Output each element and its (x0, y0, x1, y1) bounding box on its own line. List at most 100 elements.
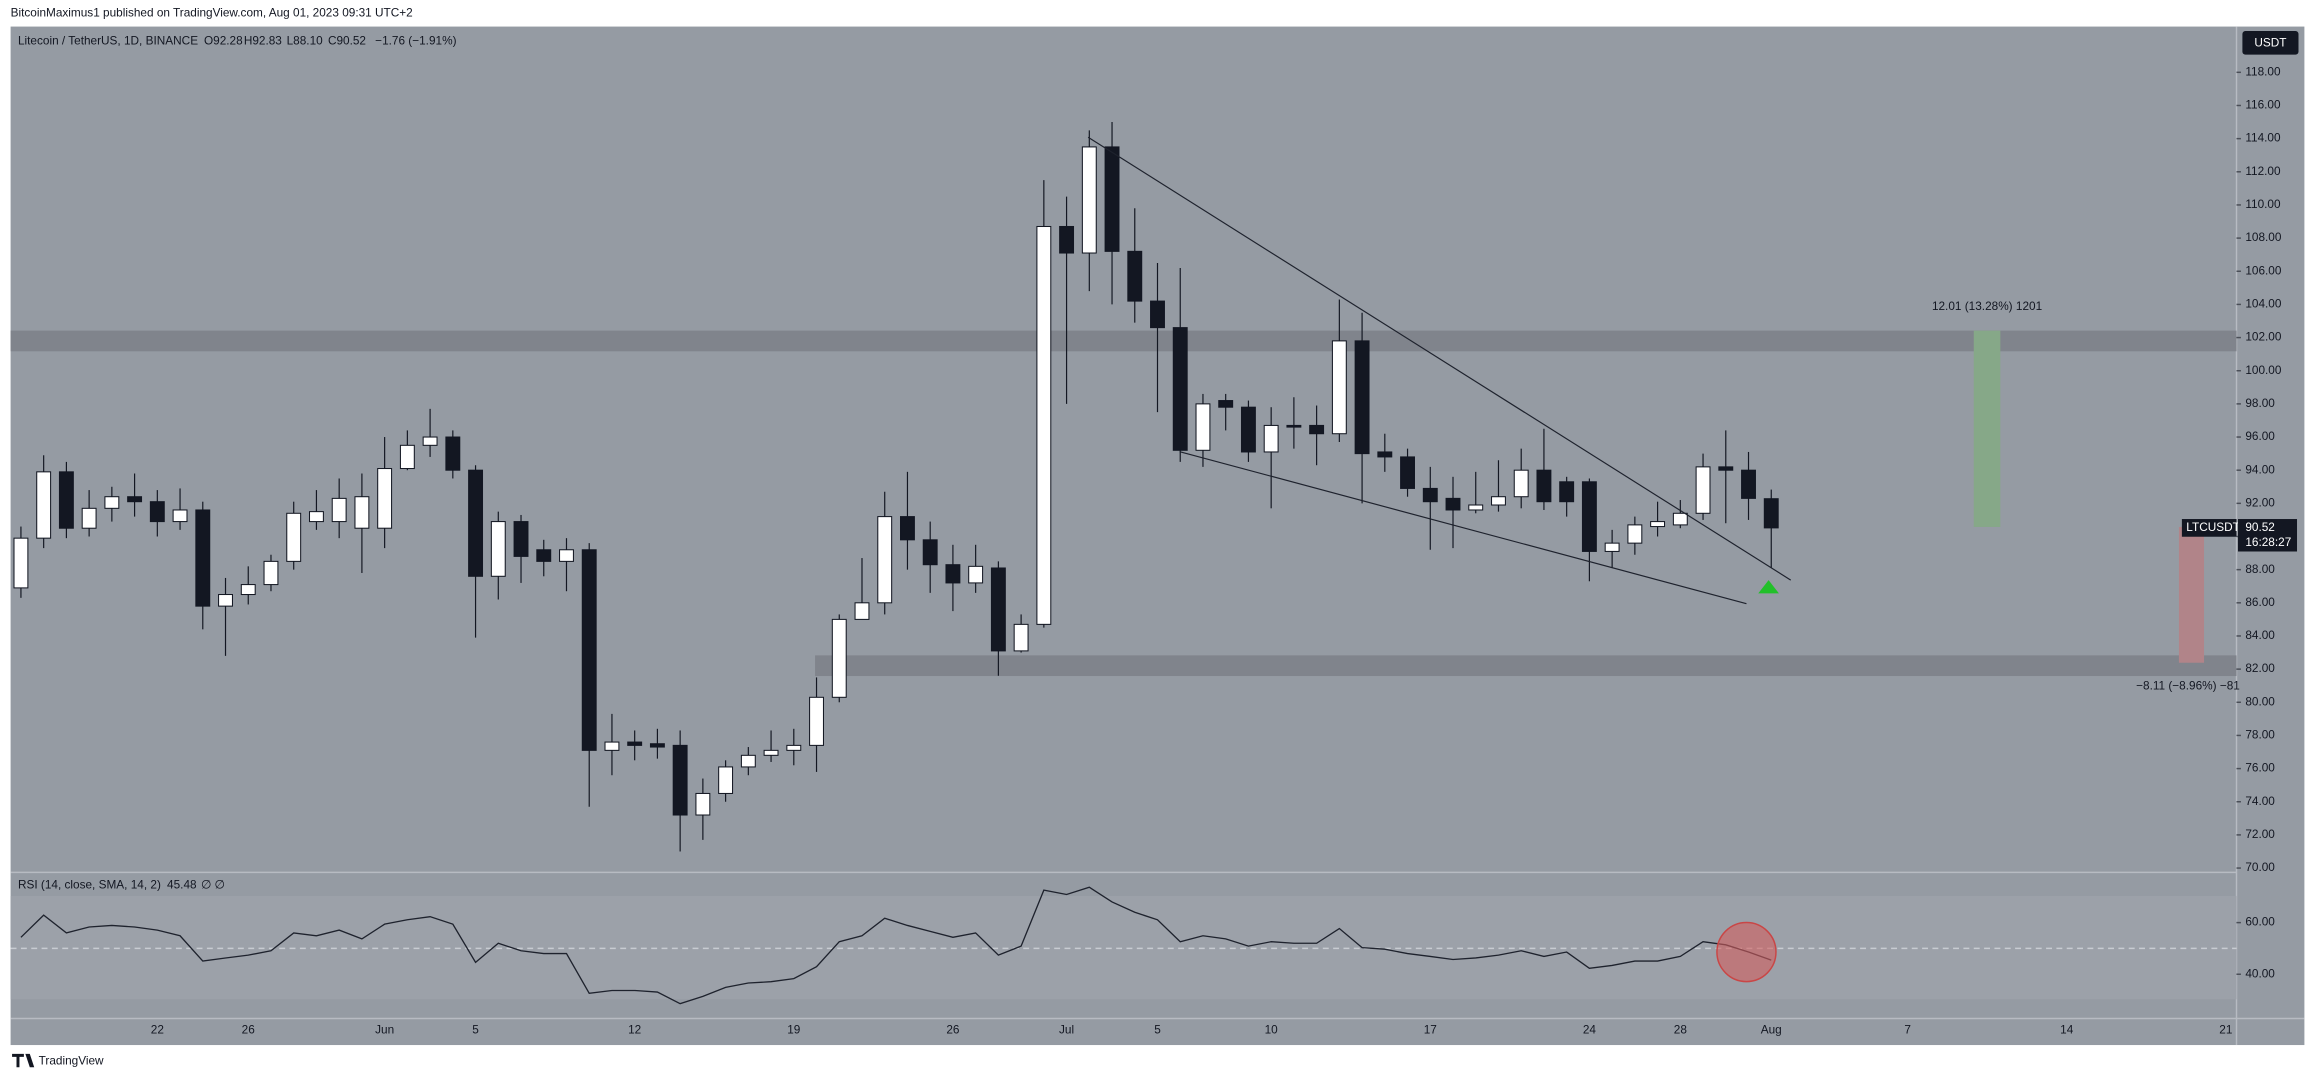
candle-body (536, 549, 552, 562)
candle-body (513, 521, 529, 557)
rsi-tick-label: 60.00 (2245, 915, 2275, 929)
rsi-tick-label: 40.00 (2245, 966, 2275, 980)
ohlc-close: C90.52 (328, 33, 366, 47)
y-tick-label: 118.00 (2245, 64, 2281, 78)
currency-label: USDT (2254, 36, 2286, 50)
y-tick-label: 114.00 (2245, 131, 2281, 145)
target-label: 12.01 (13.28%) 1201 (1932, 299, 2042, 313)
candle-body (763, 749, 779, 756)
buy-arrow (1758, 580, 1779, 594)
candle-body (672, 744, 688, 816)
x-tick-label: 24 (1583, 1022, 1597, 1036)
candle-body (786, 744, 802, 751)
candle-body (649, 743, 665, 748)
y-tick-label: 110.00 (2245, 197, 2281, 211)
candle-body (354, 496, 370, 529)
chart-title: Litecoin / TetherUS, 1D, BINANCE (18, 33, 198, 47)
candle-body (1354, 340, 1370, 455)
candle-body (81, 507, 97, 529)
y-tick-label: 106.00 (2245, 263, 2282, 277)
lower-trendline (1179, 451, 1747, 605)
x-tick-label: 7 (1904, 1022, 1911, 1036)
candle-body (1081, 146, 1097, 254)
candle-body (1036, 225, 1052, 625)
footer-logo-text: TradingView (39, 1053, 104, 1067)
x-tick-label: 22 (151, 1022, 164, 1036)
candle-body (831, 618, 847, 698)
candle-body (1377, 451, 1393, 458)
candle-body (922, 539, 938, 566)
upper-trendline (1087, 136, 1792, 581)
x-tick-label: 5 (1154, 1022, 1161, 1036)
x-tick-label: 26 (242, 1022, 256, 1036)
candle-body (1218, 400, 1234, 408)
y-tick-label: 80.00 (2245, 694, 2275, 708)
candle-body (968, 565, 984, 584)
candle-body (1240, 406, 1256, 453)
candle-body (1127, 250, 1143, 302)
x-tick-label: 12 (628, 1022, 641, 1036)
x-tick-label: 28 (1674, 1022, 1688, 1036)
ohlc-low: L88.10 (287, 33, 324, 47)
y-tick-label: 72.00 (2245, 827, 2275, 841)
y-tick-label: 102.00 (2245, 330, 2282, 344)
candle-body (172, 509, 188, 523)
candle-body (58, 471, 74, 529)
candle-body (1400, 456, 1415, 489)
candle-body (1013, 623, 1029, 652)
candle-body (127, 496, 143, 503)
candle-body (1763, 498, 1779, 529)
target-box (1973, 330, 2001, 527)
candle-body (990, 567, 1006, 652)
candle-body (218, 594, 233, 607)
candle-body (490, 521, 506, 577)
candle-body (740, 754, 756, 768)
x-tick-label: 17 (1424, 1022, 1437, 1036)
candle-body (581, 549, 597, 751)
rsi-line (20, 886, 1772, 1005)
candle-body (445, 436, 461, 471)
y-tick-label: 92.00 (2245, 495, 2275, 509)
candle-body (104, 496, 120, 509)
candle-body (286, 512, 302, 562)
candle-body (308, 511, 324, 523)
candle-body (240, 584, 256, 596)
rsi-value: 45.48 (167, 878, 197, 892)
chart-bg (10, 26, 2305, 1046)
y-tick-label: 70.00 (2245, 860, 2275, 874)
candle-body (1104, 146, 1120, 252)
candle-body (1536, 469, 1552, 503)
candle-body (1672, 512, 1688, 526)
candle-body (1559, 481, 1575, 503)
y-tick-label: 98.00 (2245, 396, 2275, 410)
candle-body (468, 469, 484, 577)
candle-body (377, 468, 393, 529)
candle-body (399, 444, 415, 470)
candle-body (877, 516, 893, 604)
x-tick-label: 26 (946, 1022, 960, 1036)
y-tick-label: 74.00 (2245, 794, 2275, 808)
candle-body (331, 497, 347, 523)
x-tick-label: 10 (1265, 1022, 1279, 1036)
x-tick-label: 14 (2060, 1022, 2074, 1036)
stop-box (2178, 526, 2205, 663)
candle-body (422, 436, 438, 446)
candle-body (1650, 521, 1666, 528)
candle-body (1263, 424, 1279, 453)
candle-body (559, 549, 574, 562)
candle-body (1581, 481, 1597, 552)
candle-body (1741, 469, 1756, 499)
y-tick-label: 86.00 (2245, 595, 2275, 609)
support-zone (815, 655, 2237, 677)
candle-body (695, 792, 711, 816)
rsi-extra: ∅ ∅ (201, 878, 225, 892)
candle-body (604, 741, 620, 751)
candle-body (1286, 424, 1302, 428)
price-badge (2237, 519, 2298, 552)
candle-body (900, 516, 915, 541)
y-tick-label: 116.00 (2245, 98, 2281, 112)
ohlc-high: H92.83 (244, 33, 282, 47)
y-tick-label: 78.00 (2245, 728, 2275, 742)
ohlc-open: O92.28 (204, 33, 243, 47)
